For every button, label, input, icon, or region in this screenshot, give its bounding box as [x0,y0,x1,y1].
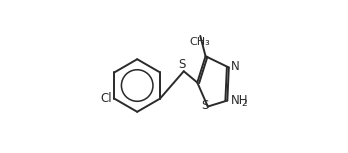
Text: S: S [178,58,185,71]
Text: S: S [201,99,209,112]
Text: Cl: Cl [101,92,112,105]
Text: NH: NH [231,94,248,107]
Text: 2: 2 [242,99,247,108]
Text: N: N [231,60,239,73]
Text: CH₃: CH₃ [189,37,210,47]
